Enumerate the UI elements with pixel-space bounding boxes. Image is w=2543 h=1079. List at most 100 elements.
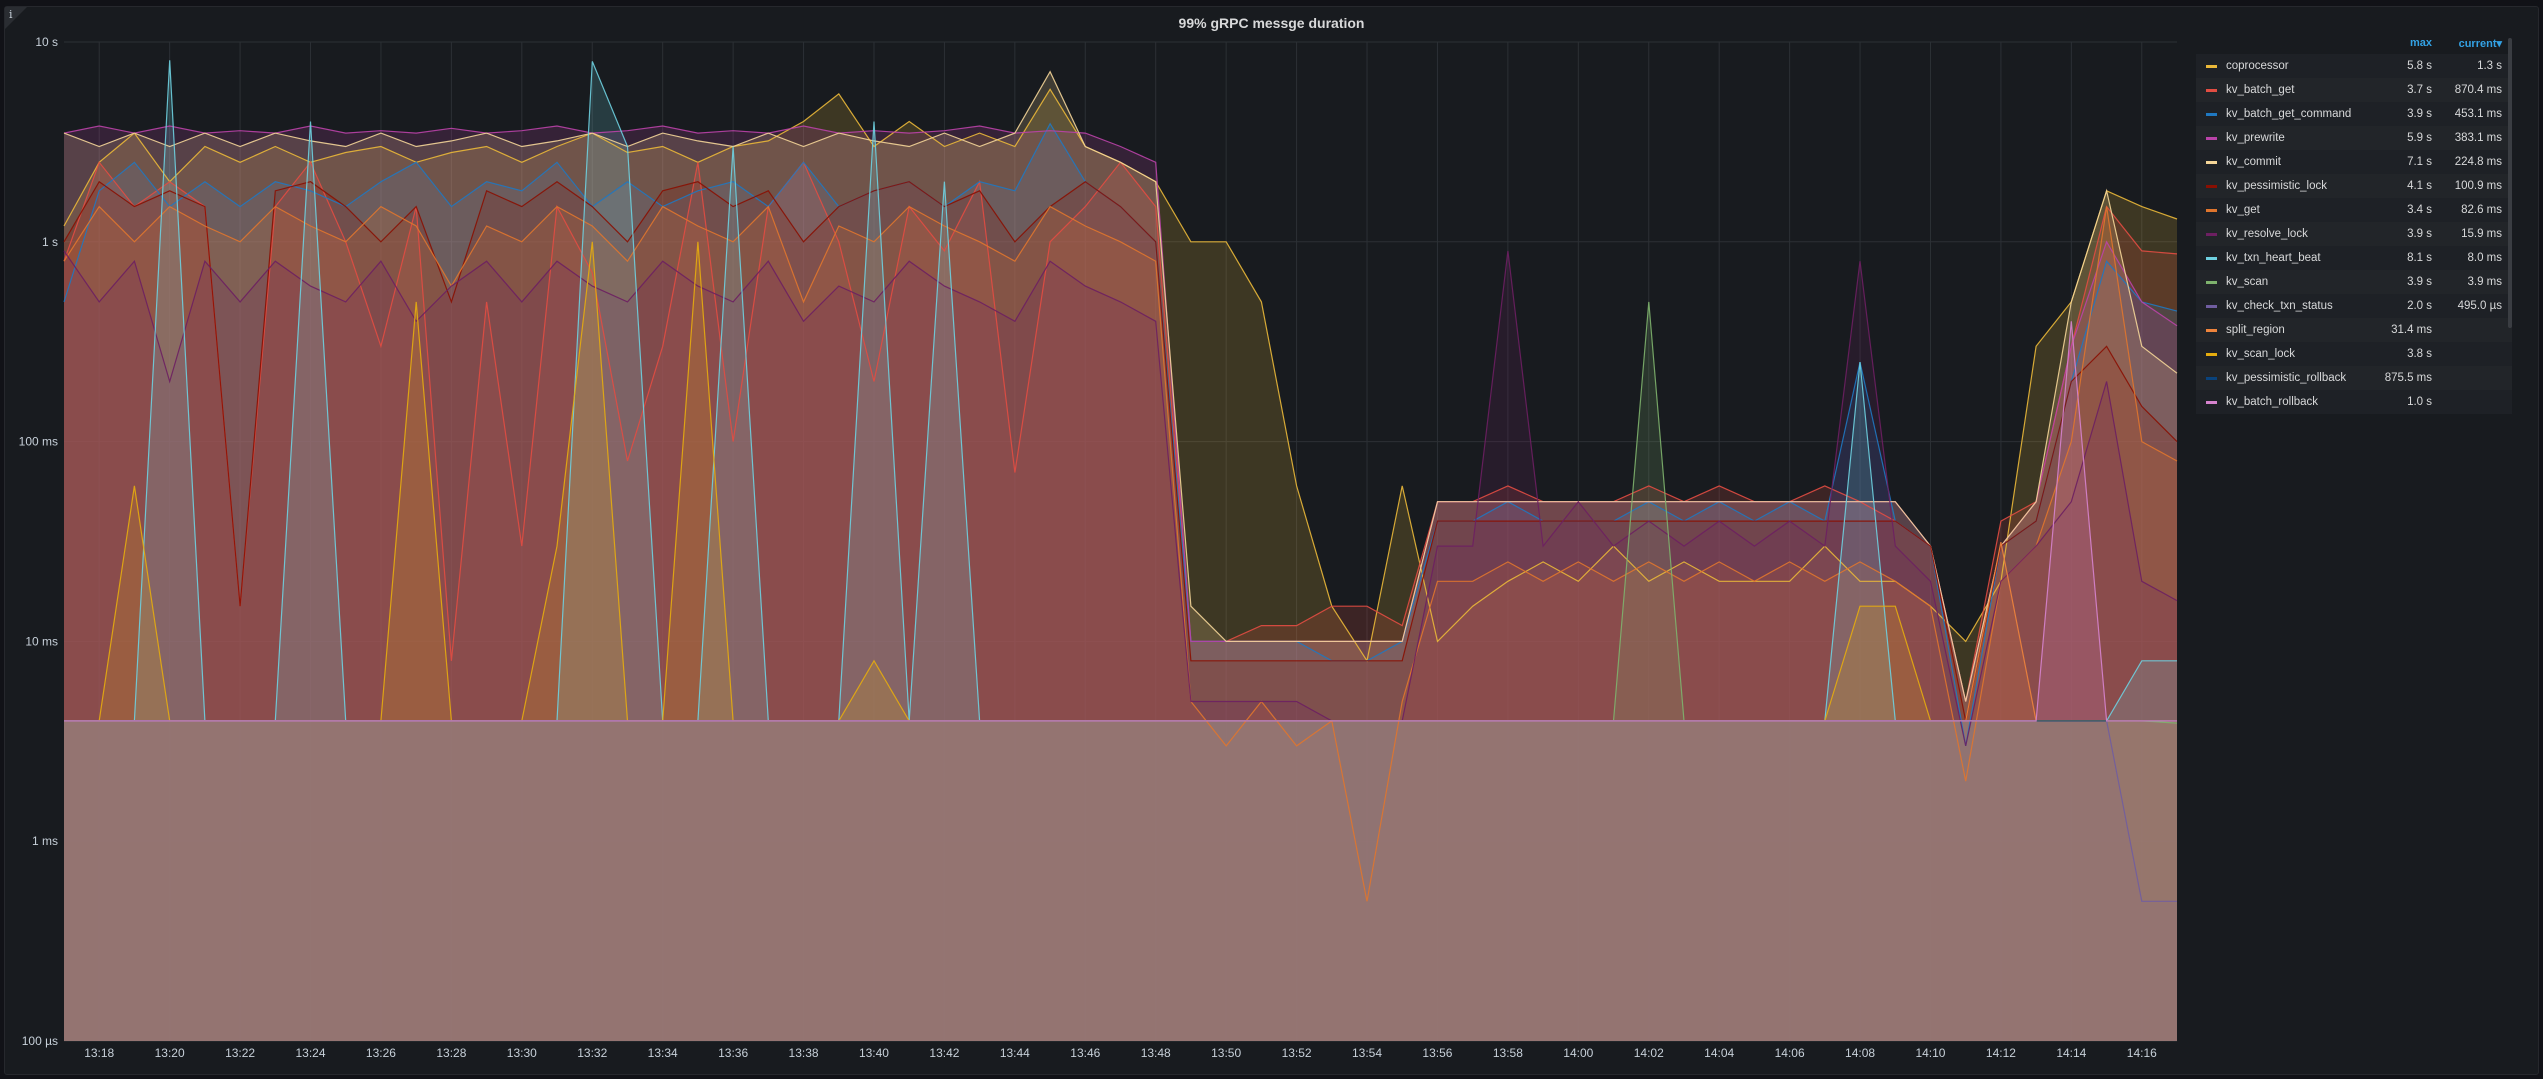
legend-swatch[interactable] <box>2206 65 2217 68</box>
legend-series-name[interactable]: coprocessor <box>2226 60 2289 72</box>
series-area-kv_batch_rollback <box>64 321 2177 1041</box>
graph-panel: i 99% gRPC messge duration <box>4 6 2539 1075</box>
legend-series-max: 5.8 s <box>2407 60 2432 72</box>
series-line-kv_get <box>63 205 2178 902</box>
legend-swatch[interactable] <box>2206 353 2217 356</box>
series-area-kv_prewrite <box>64 126 2177 1041</box>
legend-row-coprocessor[interactable]: coprocessor 5.8 s 1.3 s <box>2196 54 2512 78</box>
x-tick-label: 13:38 <box>789 1046 819 1060</box>
legend-swatch[interactable] <box>2206 209 2217 212</box>
legend-series-max: 3.7 s <box>2407 84 2432 96</box>
legend-series-current: 8.0 ms <box>2467 252 2502 264</box>
x-tick-label: 13:46 <box>1070 1046 1100 1060</box>
legend-row-kv_prewrite[interactable]: kv_prewrite 5.9 s 383.1 ms <box>2196 126 2512 150</box>
x-tick-label: 13:28 <box>436 1046 466 1060</box>
legend-row-kv_commit[interactable]: kv_commit 7.1 s 224.8 ms <box>2196 150 2512 174</box>
legend-series-max: 5.9 s <box>2407 132 2432 144</box>
legend-swatch[interactable] <box>2206 377 2217 380</box>
series-area-kv_pessimistic_lock <box>64 181 2177 1041</box>
legend-series-name[interactable]: kv_batch_rollback <box>2226 396 2319 408</box>
legend-row-kv_resolve_lock[interactable]: kv_resolve_lock 3.9 s 15.9 ms <box>2196 222 2512 246</box>
panel-title[interactable]: 99% gRPC messge duration <box>1178 15 1365 31</box>
legend-series-max: 1.0 s <box>2407 396 2432 408</box>
legend-swatch[interactable] <box>2206 113 2217 116</box>
x-tick-label: 14:08 <box>1845 1046 1875 1060</box>
legend-series-max: 3.9 s <box>2407 108 2432 120</box>
legend-row-kv_scan_lock[interactable]: kv_scan_lock 3.8 s <box>2196 342 2512 366</box>
y-tick-label: 1 ms <box>32 834 58 848</box>
legend-row-kv_batch_get[interactable]: kv_batch_get 3.7 s 870.4 ms <box>2196 78 2512 102</box>
legend-swatch[interactable] <box>2206 281 2217 284</box>
legend-series-name[interactable]: kv_batch_get_command <box>2226 108 2352 120</box>
legend-row-kv_txn_heart_beat[interactable]: kv_txn_heart_beat 8.1 s 8.0 ms <box>2196 246 2512 270</box>
x-tick-label: 14:06 <box>1775 1046 1805 1060</box>
legend-row-split_region[interactable]: split_region 31.4 ms <box>2196 318 2512 342</box>
legend-series-name[interactable]: kv_resolve_lock <box>2226 228 2308 240</box>
legend-series-current: 3.9 ms <box>2467 276 2502 288</box>
legend-series-current: 870.4 ms <box>2454 84 2502 96</box>
legend-series-current: 453.1 ms <box>2454 108 2502 120</box>
legend-swatch[interactable] <box>2206 305 2217 308</box>
legend-series-name[interactable]: kv_scan <box>2226 276 2269 288</box>
legend-series-name[interactable]: split_region <box>2226 324 2285 336</box>
series-area-coprocessor <box>64 89 2177 1042</box>
legend-series-max: 3.9 s <box>2407 228 2432 240</box>
legend-swatch[interactable] <box>2206 185 2217 188</box>
series-area-kv_resolve_lock <box>64 250 2177 1041</box>
legend-series-name[interactable]: kv_commit <box>2226 156 2281 168</box>
y-tick-label: 100 ms <box>19 435 58 449</box>
legend-row-kv_scan[interactable]: kv_scan 3.9 s 3.9 ms <box>2196 270 2512 294</box>
legend-swatch[interactable] <box>2206 89 2217 92</box>
legend-row-kv_batch_get_command[interactable]: kv_batch_get_command 3.9 s 453.1 ms <box>2196 102 2512 126</box>
legend-max-header[interactable]: max <box>2409 37 2432 49</box>
x-tick-label: 13:24 <box>296 1046 326 1060</box>
legend-scrollbar[interactable] <box>2508 38 2512 328</box>
legend-series-current: 224.8 ms <box>2454 156 2502 168</box>
info-icon[interactable]: i <box>9 8 13 21</box>
legend-row-kv_get[interactable]: kv_get 3.4 s 82.6 ms <box>2196 198 2512 222</box>
legend-series-name[interactable]: kv_scan_lock <box>2226 348 2296 360</box>
legend-row-kv_pessimistic_lock[interactable]: kv_pessimistic_lock 4.1 s 100.9 ms <box>2196 174 2512 198</box>
legend-series-name[interactable]: kv_pessimistic_rollback <box>2226 372 2347 384</box>
series-area-kv_get <box>64 206 2177 1042</box>
legend-series-name[interactable]: kv_batch_get <box>2226 84 2295 96</box>
x-tick-label: 13:56 <box>1422 1046 1452 1060</box>
legend-swatch[interactable] <box>2206 401 2217 404</box>
x-tick-label: 14:04 <box>1704 1046 1734 1060</box>
legend-series-max: 3.4 s <box>2407 204 2432 216</box>
series-area-kv_commit <box>64 71 2177 1041</box>
legend-series-current: 15.9 ms <box>2461 228 2502 240</box>
legend-row-kv_check_txn_status[interactable]: kv_check_txn_status 2.0 s 495.0 µs <box>2196 294 2512 318</box>
legend-row-kv_pessimistic_rollback[interactable]: kv_pessimistic_rollback 875.5 ms <box>2196 366 2512 390</box>
x-tick-label: 14:12 <box>1986 1046 2016 1060</box>
legend-swatch[interactable] <box>2206 329 2217 332</box>
x-tick-label: 13:22 <box>225 1046 255 1060</box>
legend-series-name[interactable]: kv_pessimistic_lock <box>2226 180 2327 192</box>
x-tick-label: 13:36 <box>718 1046 748 1060</box>
x-tick-label: 14:10 <box>1915 1046 1945 1060</box>
legend-series-max: 2.0 s <box>2407 300 2432 312</box>
legend-series-name[interactable]: kv_prewrite <box>2226 132 2285 144</box>
x-tick-label: 13:26 <box>366 1046 396 1060</box>
legend-swatch[interactable] <box>2206 233 2217 236</box>
series-area-split_region <box>64 542 2177 1041</box>
series-area-kv_batch_get <box>64 162 2177 1042</box>
legend-series-max: 31.4 ms <box>2391 324 2432 336</box>
x-tick-label: 13:20 <box>155 1046 185 1060</box>
legend-series-name[interactable]: kv_txn_heart_beat <box>2226 252 2321 264</box>
legend-current-header[interactable]: current▾ <box>2458 38 2502 50</box>
series-line-kv_commit <box>63 70 2178 702</box>
legend-series-current: 383.1 ms <box>2454 132 2502 144</box>
legend-series-name[interactable]: kv_check_txn_status <box>2226 300 2333 312</box>
legend-table: max current▾ coprocessor 5.8 s 1.3 s kv_bat… <box>2196 34 2512 414</box>
x-tick-label: 14:00 <box>1563 1046 1593 1060</box>
legend-series-current: 100.9 ms <box>2454 180 2502 192</box>
y-tick-label: 10 ms <box>25 634 58 648</box>
legend-swatch[interactable] <box>2206 161 2217 164</box>
series-line-kv_pessimistic_lock <box>63 180 2178 722</box>
legend-swatch[interactable] <box>2206 257 2217 260</box>
legend-series-name[interactable]: kv_get <box>2226 204 2260 216</box>
legend-swatch[interactable] <box>2206 137 2217 140</box>
legend-row-kv_batch_rollback[interactable]: kv_batch_rollback 1.0 s <box>2196 390 2512 414</box>
